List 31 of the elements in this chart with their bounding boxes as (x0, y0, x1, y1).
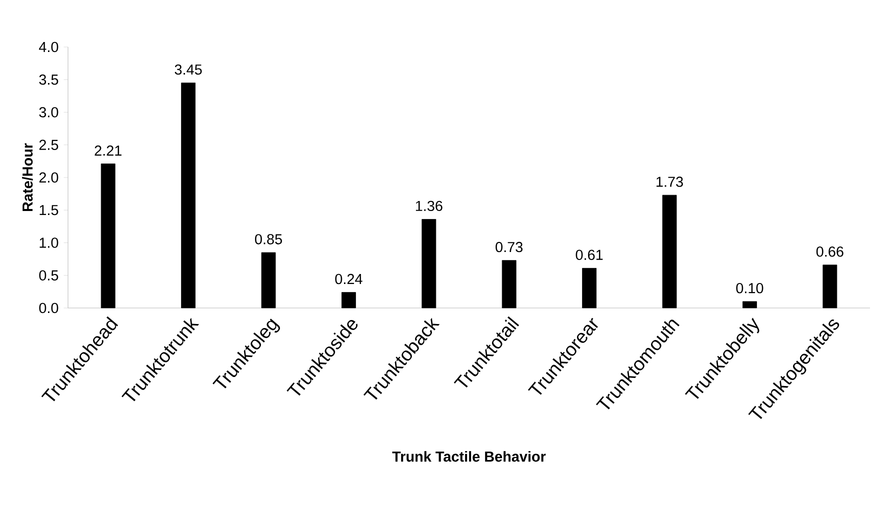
x-axis-title: Trunk Tactile Behavior (392, 451, 546, 462)
y-axis-title: Rate/Hour (22, 143, 33, 212)
bar (181, 82, 196, 308)
bar (261, 252, 276, 308)
y-tick-label: 2.5 (39, 140, 58, 150)
bar (742, 301, 757, 308)
data-label: 0.61 (576, 250, 603, 260)
bar (822, 264, 838, 308)
y-tick-label: 0.0 (39, 302, 58, 314)
bar (342, 292, 356, 308)
data-label: 0.73 (496, 242, 523, 252)
bar (422, 219, 436, 308)
bar (502, 260, 516, 308)
bar (582, 268, 597, 308)
data-label: 0.24 (335, 274, 362, 284)
data-label: 1.73 (656, 176, 683, 187)
y-tick-label: 2.0 (39, 172, 58, 183)
y-tick-label: 0.5 (39, 270, 58, 280)
data-label: 0.10 (736, 283, 764, 294)
data-label: 0.85 (255, 234, 282, 244)
y-tick-label: 4.0 (38, 42, 58, 52)
data-label: 2.21 (94, 145, 122, 156)
data-label: 1.36 (416, 200, 442, 212)
y-tick-label: 3.0 (39, 107, 58, 118)
y-tick-label: 1.5 (40, 205, 58, 216)
data-label: 0.66 (816, 246, 844, 257)
bar (100, 164, 116, 308)
y-tick-label: 1.0 (40, 238, 58, 248)
y-tick-label: 3.5 (39, 74, 58, 85)
bar (662, 194, 677, 308)
data-label: 3.45 (174, 64, 202, 75)
